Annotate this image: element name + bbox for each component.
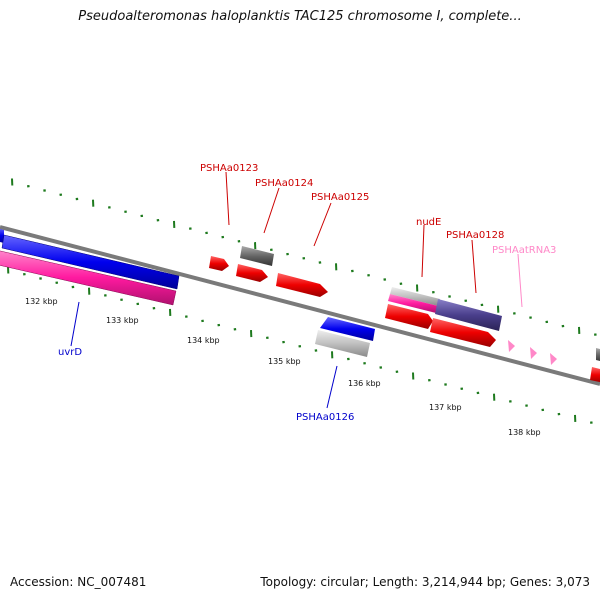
gene-red-nude-strand[interactable] <box>385 304 433 329</box>
scale-label-group: 132 kbp 133 kbp 134 kbp 135 kbp 136 kbp … <box>25 297 541 437</box>
gene-label-psha0123[interactable]: PSHAa0123 <box>200 163 258 174</box>
gene-label-uvrd[interactable]: uvrD <box>58 347 82 358</box>
gene-pshaatrna3[interactable] <box>508 340 557 365</box>
callout-lines <box>70 171 523 409</box>
gene-label-nude[interactable]: nudE <box>416 217 441 228</box>
gene-psha0126[interactable] <box>315 330 370 357</box>
gene-label-psha0126[interactable]: PSHAa0126 <box>296 412 354 423</box>
scale-label-138: 138 kbp <box>508 428 541 437</box>
accession-text: Accession: NC_007481 <box>10 575 147 589</box>
map-title: Pseudoalteromonas haloplanktis TAC125 ch… <box>78 9 522 24</box>
gene-psha0124[interactable] <box>240 246 274 266</box>
gene-edge-right[interactable] <box>590 348 600 383</box>
lower-tick-row <box>7 266 593 424</box>
chromosome-backbone <box>0 225 600 386</box>
gene-label-pshaatrna3[interactable]: PSHAatRNA3 <box>492 245 556 256</box>
gene-psha0128[interactable] <box>435 299 502 331</box>
scale-label-136: 136 kbp <box>348 379 381 388</box>
scale-label-132: 132 kbp <box>25 297 58 306</box>
gene-label-psha0128[interactable]: PSHAa0128 <box>446 230 504 241</box>
gene-nude[interactable] <box>388 287 440 313</box>
scale-label-134: 134 kbp <box>187 336 220 345</box>
scale-label-133: 133 kbp <box>106 316 139 325</box>
gene-pink-132[interactable] <box>0 250 177 306</box>
gene-label-psha0125[interactable]: PSHAa0125 <box>311 192 369 203</box>
gene-label-psha0124[interactable]: PSHAa0124 <box>255 178 313 189</box>
gene-psha0123[interactable] <box>209 256 229 271</box>
gene-psha0124-red[interactable] <box>236 264 268 282</box>
scale-label-135: 135 kbp <box>268 357 301 366</box>
gene-red-0128-strand[interactable] <box>430 318 496 347</box>
topology-length-genes-text: Topology: circular; Length: 3,214,944 bp… <box>260 575 590 589</box>
gene-psha0125[interactable] <box>276 273 328 297</box>
gene-psha0126-blue[interactable] <box>320 317 375 341</box>
gene-label-group: uvrD PSHAa0123 PSHAa0124 PSHAa0125 PSHAa… <box>58 163 556 423</box>
upper-tick-row <box>11 178 597 336</box>
gene-uvrd[interactable] <box>0 228 180 290</box>
scale-label-137: 137 kbp <box>429 403 462 412</box>
